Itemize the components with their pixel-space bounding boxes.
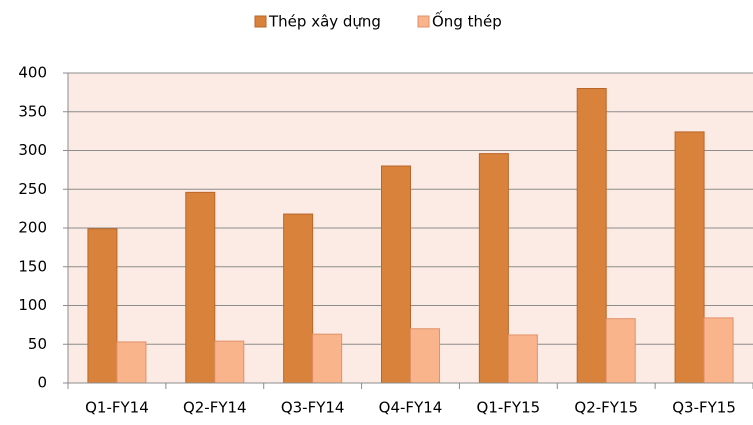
bar	[312, 333, 343, 384]
bar	[116, 341, 147, 384]
bar	[87, 228, 118, 384]
y-tick-label: 0	[37, 374, 47, 392]
bar	[283, 213, 314, 384]
x-tick-label: Q4-FY14	[379, 399, 443, 417]
bar	[478, 153, 509, 384]
x-tick-label: Q2-FY15	[574, 399, 638, 417]
legend-label: Thép xây dựng	[268, 13, 381, 31]
legend-swatch	[417, 15, 430, 28]
bar	[703, 317, 734, 384]
y-tick-label: 100	[18, 296, 47, 314]
x-tick-label: Q3-FY15	[672, 399, 736, 417]
bar	[507, 334, 538, 384]
bar	[410, 328, 440, 384]
bar	[605, 318, 636, 384]
y-tick-label: 300	[18, 141, 47, 159]
legend-swatch	[254, 15, 267, 28]
x-tick-label: Q2-FY14	[183, 399, 247, 417]
bar	[381, 165, 411, 384]
y-tick-label: 150	[18, 257, 47, 275]
bar	[576, 88, 607, 384]
bar	[214, 340, 245, 384]
x-tick-label: Q3-FY14	[281, 399, 345, 417]
y-tick-label: 200	[18, 219, 47, 237]
y-tick-label: 350	[18, 102, 47, 120]
x-tick-label: Q1-FY14	[85, 399, 149, 417]
legend-label: Ống thép	[432, 10, 502, 31]
bar	[185, 191, 216, 384]
x-tick-label: Q1-FY15	[477, 399, 541, 417]
bar	[674, 131, 705, 384]
y-tick-label: 50	[28, 335, 47, 353]
y-tick-label: 400	[18, 64, 47, 82]
y-tick-label: 250	[18, 180, 47, 198]
